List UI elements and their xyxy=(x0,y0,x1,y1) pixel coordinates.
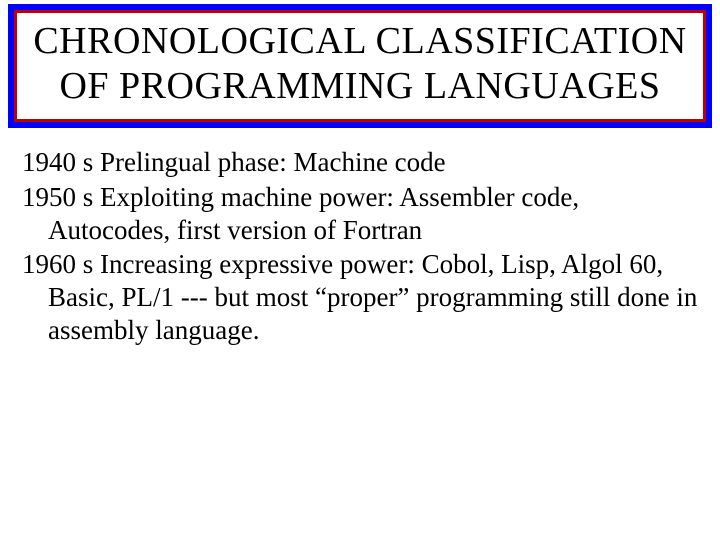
slide-body: 1940 s Prelingual phase: Machine code 19… xyxy=(0,128,720,348)
slide: CHRONOLOGICAL CLASSIFICATION OF PROGRAMM… xyxy=(0,4,720,544)
title-inner-box: CHRONOLOGICAL CLASSIFICATION OF PROGRAMM… xyxy=(14,10,706,122)
body-item: 1950 s Exploiting machine power: Assembl… xyxy=(22,181,698,247)
body-item: 1940 s Prelingual phase: Machine code xyxy=(22,146,698,179)
slide-title: CHRONOLOGICAL CLASSIFICATION OF PROGRAMM… xyxy=(25,19,695,109)
body-item: 1960 s Increasing expressive power: Cobo… xyxy=(22,248,698,347)
title-outer-box: CHRONOLOGICAL CLASSIFICATION OF PROGRAMM… xyxy=(8,4,712,128)
